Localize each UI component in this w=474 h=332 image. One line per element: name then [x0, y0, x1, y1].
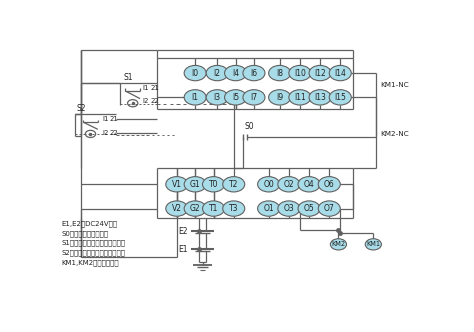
- Circle shape: [329, 65, 351, 81]
- Text: O5: O5: [304, 204, 314, 213]
- Text: O7: O7: [324, 204, 335, 213]
- Text: G1: G1: [190, 180, 201, 189]
- Circle shape: [184, 65, 206, 81]
- Circle shape: [243, 90, 265, 105]
- Text: V1: V1: [172, 180, 182, 189]
- Text: I3: I3: [214, 93, 221, 102]
- Text: O0: O0: [263, 180, 274, 189]
- Circle shape: [318, 201, 340, 216]
- Text: G2: G2: [190, 204, 201, 213]
- Text: T2: T2: [229, 180, 238, 189]
- Text: E1,E2：DC24V電源
S0：リセットスイッチ
S1：非常停止押ボタンスイッチ
S2：非常停止押ボタンスイッチ
KM1,KM2：コンタクタ: E1,E2：DC24V電源 S0：リセットスイッチ S1：非常停止押ボタンスイッ…: [61, 220, 125, 266]
- Text: I5: I5: [232, 93, 239, 102]
- Text: I4: I4: [232, 69, 239, 78]
- Circle shape: [329, 90, 351, 105]
- Text: I10: I10: [294, 69, 306, 78]
- Text: I15: I15: [334, 93, 346, 102]
- Circle shape: [289, 90, 311, 105]
- Circle shape: [318, 177, 340, 192]
- Circle shape: [278, 201, 300, 216]
- Text: I12: I12: [314, 69, 326, 78]
- Circle shape: [166, 201, 188, 216]
- Circle shape: [184, 177, 206, 192]
- Text: I0: I0: [191, 69, 199, 78]
- Text: O6: O6: [324, 180, 335, 189]
- Circle shape: [298, 177, 320, 192]
- Circle shape: [309, 90, 331, 105]
- Circle shape: [269, 90, 291, 105]
- Text: V2: V2: [172, 204, 182, 213]
- Text: I11: I11: [294, 93, 306, 102]
- Circle shape: [365, 239, 382, 250]
- Circle shape: [289, 65, 311, 81]
- Circle shape: [243, 65, 265, 81]
- Text: I13: I13: [314, 93, 326, 102]
- Circle shape: [225, 90, 246, 105]
- Text: O1: O1: [264, 204, 274, 213]
- Circle shape: [223, 201, 245, 216]
- Circle shape: [166, 177, 188, 192]
- Text: O2: O2: [283, 180, 294, 189]
- Circle shape: [225, 65, 246, 81]
- Circle shape: [298, 201, 320, 216]
- Text: 21: 21: [110, 116, 119, 122]
- Text: T1: T1: [209, 204, 218, 213]
- Circle shape: [206, 65, 228, 81]
- Text: I1: I1: [102, 116, 109, 122]
- Text: S0: S0: [245, 122, 255, 130]
- Text: I6: I6: [250, 69, 257, 78]
- Circle shape: [309, 65, 331, 81]
- Text: KM2-NC: KM2-NC: [380, 131, 409, 137]
- Text: 22: 22: [110, 129, 118, 136]
- Circle shape: [184, 201, 206, 216]
- Text: S2: S2: [76, 104, 86, 113]
- Circle shape: [257, 177, 280, 192]
- Text: I9: I9: [276, 93, 283, 102]
- Text: I14: I14: [334, 69, 346, 78]
- Circle shape: [278, 177, 300, 192]
- Text: T0: T0: [209, 180, 219, 189]
- Circle shape: [202, 201, 225, 216]
- Circle shape: [184, 90, 206, 105]
- Text: O4: O4: [304, 180, 314, 189]
- Circle shape: [269, 65, 291, 81]
- Text: KM2: KM2: [331, 241, 346, 247]
- Text: I8: I8: [276, 69, 283, 78]
- Text: I7: I7: [250, 93, 257, 102]
- Text: O3: O3: [283, 204, 294, 213]
- Text: E1: E1: [178, 245, 188, 254]
- Text: E2: E2: [178, 227, 188, 236]
- Text: I1: I1: [142, 85, 149, 91]
- Text: T3: T3: [229, 204, 238, 213]
- Circle shape: [206, 90, 228, 105]
- Circle shape: [330, 239, 346, 250]
- Text: 21: 21: [150, 85, 159, 91]
- Circle shape: [257, 201, 280, 216]
- Text: I1: I1: [191, 93, 199, 102]
- Text: KM1: KM1: [366, 241, 380, 247]
- Text: KM1-NC: KM1-NC: [380, 82, 409, 88]
- Circle shape: [202, 177, 225, 192]
- Text: I2: I2: [102, 129, 109, 136]
- Text: 22: 22: [150, 98, 159, 104]
- Text: I2: I2: [142, 98, 149, 104]
- Text: S1: S1: [124, 73, 133, 82]
- Text: I2: I2: [214, 69, 221, 78]
- Circle shape: [223, 177, 245, 192]
